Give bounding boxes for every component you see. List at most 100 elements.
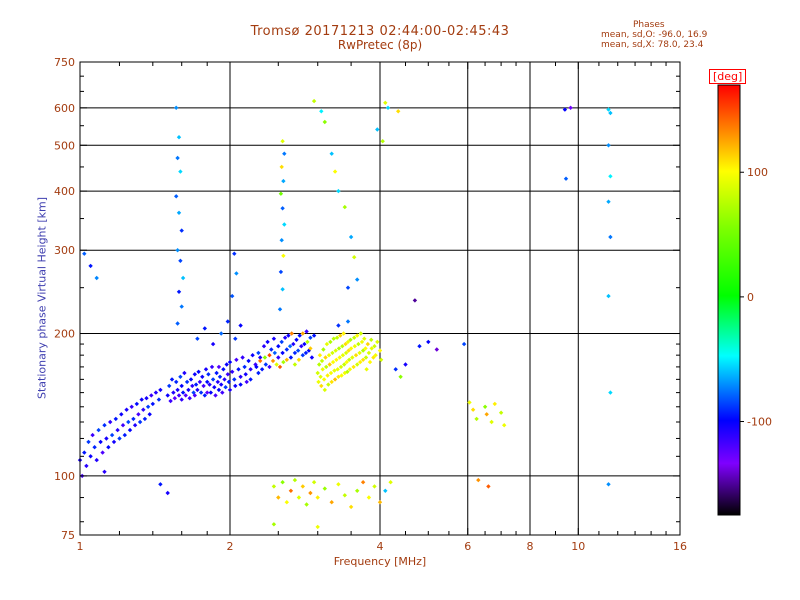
colorbar-tick-label: -100: [747, 416, 772, 429]
data-point: [355, 333, 360, 338]
data-point: [147, 412, 152, 417]
data-point: [259, 367, 265, 372]
data-point: [417, 344, 422, 349]
data-point: [474, 416, 479, 422]
data-point: [309, 355, 315, 360]
data-point: [326, 353, 332, 358]
data-point: [302, 341, 307, 347]
data-point: [238, 374, 243, 379]
data-point: [346, 348, 351, 353]
data-point: [320, 367, 325, 372]
data-point: [340, 353, 346, 358]
data-point: [350, 355, 355, 360]
data-point: [289, 331, 294, 336]
data-point: [348, 346, 354, 351]
data-point: [200, 374, 205, 379]
data-point: [282, 222, 287, 227]
data-point: [139, 397, 144, 402]
phase-stats: Phases mean, sd,O: -96.0, 16.9 mean, sd,…: [601, 20, 781, 50]
data-point: [202, 326, 207, 331]
data-point: [270, 358, 276, 364]
data-point: [168, 398, 173, 404]
data-point: [331, 336, 336, 341]
data-point: [325, 373, 330, 378]
data-point: [175, 155, 180, 161]
data-point: [358, 359, 363, 365]
data-point: [192, 372, 197, 377]
data-point: [193, 382, 199, 387]
data-point: [365, 341, 370, 347]
data-point: [137, 419, 143, 425]
data-point: [304, 502, 309, 507]
data-point: [183, 393, 188, 398]
data-point: [608, 174, 613, 179]
data-point: [304, 329, 309, 334]
data-point: [269, 347, 274, 352]
data-point: [178, 169, 183, 174]
data-point: [279, 164, 284, 170]
data-point: [179, 304, 184, 309]
data-point: [336, 374, 341, 379]
data-point: [281, 253, 286, 258]
data-point: [208, 390, 213, 395]
data-point: [100, 450, 105, 455]
y-tick-label: 600: [54, 102, 75, 115]
data-point: [176, 210, 182, 215]
data-point: [276, 344, 281, 349]
data-point: [230, 369, 235, 374]
data-point: [336, 323, 341, 328]
data-point: [355, 488, 360, 493]
data-point: [377, 348, 383, 353]
data-point: [563, 176, 569, 181]
data-point: [317, 353, 323, 358]
x-tick-label: 4: [377, 540, 384, 553]
data-point: [187, 396, 192, 401]
data-point: [352, 335, 357, 340]
data-point: [300, 331, 305, 336]
data-point: [82, 450, 87, 455]
data-point: [292, 477, 298, 483]
data-point: [606, 107, 611, 112]
data-point: [292, 362, 298, 367]
data-point: [174, 105, 179, 110]
data-point: [179, 228, 184, 233]
data-point: [352, 255, 357, 260]
data-point: [352, 344, 357, 349]
data-point: [299, 344, 304, 349]
data-point: [324, 341, 330, 347]
data-point: [240, 355, 245, 360]
data-point: [158, 387, 163, 393]
data-point: [311, 480, 317, 485]
data-point: [142, 416, 148, 422]
data-point: [279, 238, 284, 243]
data-point: [321, 377, 327, 382]
data-point: [165, 393, 170, 398]
data-point: [153, 390, 159, 395]
data-point: [345, 339, 351, 345]
data-point: [308, 490, 313, 496]
colorbar: [717, 84, 741, 516]
data-point: [144, 396, 149, 401]
data-point: [145, 404, 151, 409]
data-point: [205, 390, 210, 395]
data-point: [212, 385, 217, 390]
data-point: [190, 383, 195, 389]
data-point: [134, 401, 139, 407]
data-point: [375, 127, 380, 132]
data-point: [222, 377, 227, 382]
data-point: [348, 337, 353, 342]
data-point: [296, 495, 302, 500]
data-point: [238, 323, 243, 328]
data-point: [172, 396, 177, 401]
data-point: [88, 263, 93, 269]
data-point: [225, 372, 230, 377]
data-point: [226, 379, 232, 385]
data-point: [227, 359, 233, 365]
data-point: [176, 289, 182, 294]
data-point: [398, 374, 403, 379]
data-point: [482, 404, 488, 409]
data-point: [158, 482, 163, 487]
data-point: [470, 407, 476, 412]
data-point: [291, 341, 296, 347]
x-tick-label: 6: [464, 540, 471, 553]
